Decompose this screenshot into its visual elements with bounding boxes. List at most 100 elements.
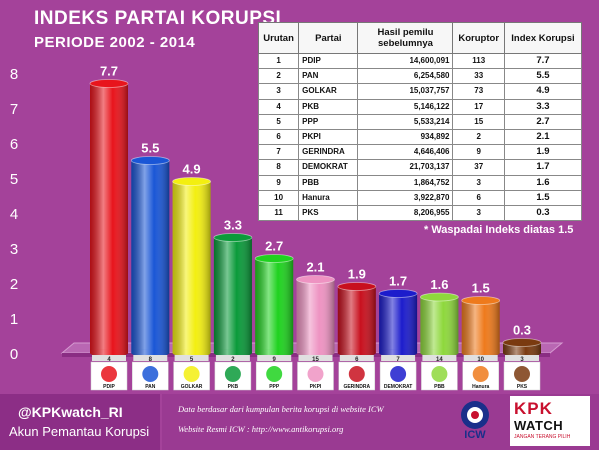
warning-note: * Waspadai Indeks diatas 1.5 — [424, 224, 574, 236]
table-cell: 1.7 — [503, 159, 583, 176]
table-cell: 14,600,091 — [357, 52, 454, 70]
party-logo-emblem — [348, 366, 365, 382]
y-tick-label: 5 — [10, 171, 18, 188]
y-tick-label: 7 — [10, 101, 18, 118]
table-cell: 1.6 — [503, 174, 583, 191]
table-cell: 11 — [257, 204, 300, 222]
party-number-label: 8 — [149, 357, 153, 363]
data-label: 3.3 — [224, 218, 242, 233]
party-number-tab — [174, 355, 209, 361]
party-logo-label: Hanura — [472, 384, 489, 390]
table-cell: 5.5 — [503, 68, 583, 85]
table-cell: PBB — [298, 174, 359, 191]
bar-shade — [379, 293, 418, 353]
bar-top — [172, 177, 212, 186]
table-cell: 9 — [452, 144, 505, 161]
party-logo-label: GERINDRA — [343, 384, 370, 390]
party-logo-emblem — [101, 366, 117, 382]
party-number-tab — [422, 355, 457, 361]
data-label: 1.5 — [472, 281, 490, 296]
table-cell: 73 — [452, 83, 505, 100]
table-cell: 4.9 — [503, 83, 583, 100]
table-cell: 3 — [452, 204, 505, 222]
party-logo-emblem — [142, 366, 159, 382]
bar-shade — [503, 342, 541, 353]
kpk-watch-logo: KPK WATCH JANGAN TERANG PILIH — [510, 396, 590, 446]
table-cell: PPP — [298, 113, 359, 130]
table-header-cell: Urutan — [257, 22, 300, 54]
table-cell: 15,037,757 — [357, 83, 454, 100]
table-cell: PDIP — [298, 52, 359, 70]
bar-top — [337, 282, 377, 291]
table-cell: 6 — [452, 189, 505, 206]
party-number-tab — [381, 355, 416, 361]
bar-shade — [461, 300, 500, 353]
table-cell: 21,703,137 — [357, 159, 454, 176]
party-logo-label: PKPI — [310, 384, 322, 390]
party-number-tab — [339, 355, 374, 361]
party-number-tab — [133, 355, 168, 361]
kpk-logo-top: KPK — [514, 399, 553, 418]
table-cell: 8 — [257, 159, 300, 176]
table-row: 11 PKS 8,206,955 3 0.3 — [257, 204, 583, 222]
y-tick-label: 0 — [10, 346, 18, 363]
table-header-cell: Hasil pemilu sebelumnya — [357, 22, 454, 54]
table-cell: 6 — [257, 128, 300, 146]
table-cell: DEMOKRAT — [298, 159, 359, 176]
party-logo-emblem — [472, 366, 489, 382]
table-row: 7 GERINDRA 4,646,406 9 1.9 — [257, 144, 583, 161]
table-cell: 4 — [257, 98, 300, 115]
party-logo-label: PDIP — [103, 384, 115, 390]
table-header-cell: Index Korupsi — [503, 22, 583, 54]
data-label: 0.3 — [513, 323, 531, 338]
table-cell: 7.7 — [503, 52, 583, 70]
bar-top — [254, 254, 294, 263]
bar-shade — [90, 83, 128, 353]
party-number-tab — [463, 355, 498, 361]
bar-top — [213, 233, 253, 242]
party-number-label: 7 — [396, 357, 400, 363]
table-cell: 1.9 — [503, 144, 583, 161]
table-cell: 934,892 — [357, 128, 454, 146]
data-label: 7.7 — [100, 64, 118, 79]
party-number-tab — [215, 355, 250, 361]
website-note[interactable]: Website Resmi ICW : http://www.antikorup… — [178, 424, 344, 434]
table-cell: 5,146,122 — [357, 98, 454, 115]
table-cell: 5 — [257, 113, 300, 130]
y-tick-label: 4 — [10, 206, 18, 223]
bar-shade — [337, 286, 376, 353]
bar-top — [89, 79, 129, 88]
bar-top — [296, 275, 335, 284]
table-header-row: Urutan Partai Hasil pemilu sebelumnya Korup… — [257, 22, 583, 54]
table-body: 1 PDIP 14,600,091 113 7.7 2 PAN 6,254,580 33 5.5 3… — [257, 52, 583, 222]
y-tick-label: 6 — [10, 136, 18, 153]
table-row: 10 Hanura 3,922,870 6 1.5 — [257, 189, 583, 206]
data-label: 5.5 — [141, 141, 159, 156]
twitter-handle[interactable]: @KPKwatch_RI — [18, 404, 123, 420]
table-cell: Hanura — [298, 189, 359, 206]
y-tick-label: 3 — [10, 241, 18, 258]
table-cell: 3 — [452, 174, 505, 191]
table-row: 8 DEMOKRAT 21,703,137 37 1.7 — [257, 159, 583, 176]
table-row: 4 PKB 5,146,122 17 3.3 — [257, 98, 583, 115]
bar-shade — [131, 160, 170, 353]
table-cell: 6,254,580 — [357, 68, 454, 85]
party-number-tab — [92, 355, 126, 361]
party-logo-emblem — [183, 366, 200, 382]
page-subtitle: PERIODE 2002 - 2014 — [34, 34, 196, 51]
data-label: 2.1 — [306, 260, 324, 275]
table-cell: GERINDRA — [298, 144, 359, 161]
icw-logo-text: ICW — [464, 429, 486, 440]
account-tagline: Akun Pemantau Korupsi — [9, 424, 150, 439]
footer-brand-panel — [0, 394, 160, 450]
table-cell: 1.5 — [503, 189, 583, 206]
icw-logo: ICW — [461, 401, 489, 440]
table-cell: 33 — [452, 68, 505, 85]
table-cell: PKB — [298, 98, 359, 115]
table-cell: 17 — [452, 98, 505, 115]
party-logo-label: PPP — [269, 384, 280, 390]
table-cell: 2.7 — [503, 113, 583, 130]
bar-shade — [255, 258, 294, 353]
